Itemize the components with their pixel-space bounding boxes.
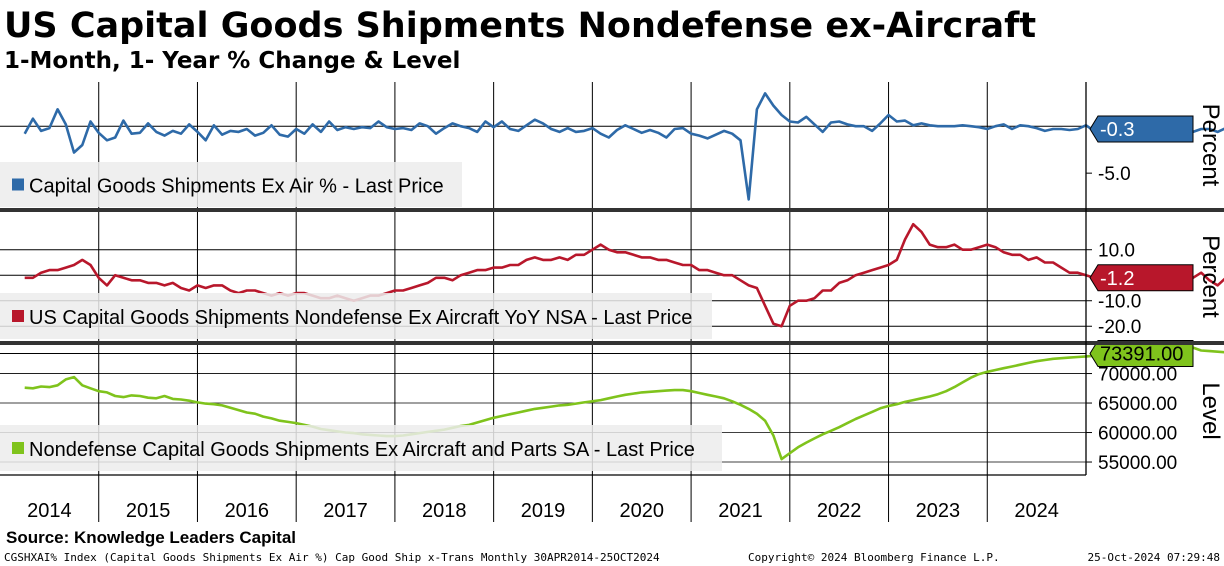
x-tick-label: 2016 [225,500,270,522]
y-tick-label: 65000.00 [1098,394,1177,415]
y-axis-title: Percent [1197,235,1224,318]
x-tick-label: 2017 [323,500,368,522]
legend-box [0,293,712,339]
y-axis-title: Level [1197,382,1224,439]
chart-subtitle: 1-Month, 1- Year % Change & Level [4,48,460,74]
copyright: Copyright© 2024 Bloomberg Finance L.P. [748,551,1000,564]
legend-box [0,425,722,471]
panel-level: 70000.00 65000.00 60000.00 55000.00 Nondefen… [0,339,1224,474]
y-axis-title: Percent [1197,104,1224,187]
last-value-label: -1.2 [1100,268,1134,290]
x-tick-label: 2024 [1014,500,1059,522]
chart-title: US Capital Goods Shipments Nondefense ex… [4,6,1036,46]
legend-swatch [12,310,24,322]
series-description: CGSHXAI% Index (Capital Goods Shipments … [4,551,660,564]
legend-label: Capital Goods Shipments Ex Air % - Last … [29,176,444,198]
last-value-label: 73391.00 [1100,343,1183,365]
last-value-label: -0.3 [1100,119,1134,141]
x-tick-label: 2018 [422,500,467,522]
panel-divider-1[interactable] [0,208,1224,212]
last-value-tag [1089,264,1194,292]
source-note: Source: Knowledge Leaders Capital [6,528,296,547]
x-tick-label: 2014 [27,500,72,522]
panel-mom: -5.0 Capital Goods Shipments Ex Air % - L… [0,92,1224,207]
x-tick-label: 2021 [718,500,763,522]
y-tick-label: 10.0 [1098,241,1135,262]
legend-label: Nondefense Capital Goods Shipments Ex Ai… [29,439,695,461]
x-axis-labels: 2014 2015 2016 2017 2018 2019 2020 2021 2022 2023… [27,500,1059,522]
last-value-tag [1089,115,1194,143]
x-tick-label: 2019 [521,500,566,522]
panel-divider-2[interactable] [0,341,1224,345]
y-tick-label: 60000.00 [1098,424,1177,445]
series-line [24,222,1224,328]
y-tick-label: -10.0 [1098,292,1141,313]
panel-yoy: 10.0 -10.0 -20.0 US Capital Goods Shipments… [0,222,1224,339]
series-line [23,92,1224,201]
y-tick-label: -20.0 [1098,317,1141,338]
x-tick-label: 2015 [126,500,171,522]
series-line [24,346,1224,461]
y-tick-label: 55000.00 [1098,453,1177,474]
x-tick-label: 2022 [817,500,862,522]
y-tick-label: 70000.00 [1098,365,1177,386]
legend-box [0,162,462,207]
legend-swatch [12,442,24,454]
legend-swatch [12,178,24,191]
legend-label: US Capital Goods Shipments Nondefense Ex… [29,307,692,329]
x-tick-label: 2020 [619,500,664,522]
y-tick-label: -5.0 [1098,164,1131,185]
x-tick-label: 2023 [916,500,961,522]
timestamp: 25-Oct-2024 07:29:48 [1088,551,1220,564]
